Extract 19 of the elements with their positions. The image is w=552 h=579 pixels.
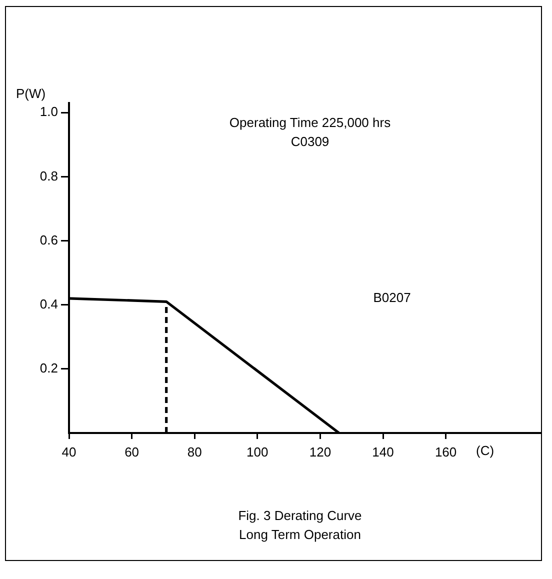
y-tick-label: 0.4	[40, 296, 58, 312]
annotation: B0207	[373, 290, 411, 305]
x-axis-title: (C)	[476, 443, 494, 458]
y-tick-label: 0.6	[40, 232, 58, 248]
annotation: C0309	[290, 134, 330, 149]
x-tick-label: 120	[309, 444, 332, 460]
x-tick-label: 140	[372, 444, 394, 460]
x-tick-label: 100	[246, 444, 268, 460]
text: Fig. 3 Derating Curve	[238, 508, 362, 523]
x-tick-label: 160	[434, 444, 457, 460]
x-tick-label: 80	[187, 444, 202, 460]
x-tick-label: 40	[62, 444, 76, 460]
annotation: Operating Time 225,000 hrs	[229, 115, 391, 130]
text: Long Term Operation	[239, 527, 361, 542]
y-tick-label: 0.8	[40, 168, 58, 184]
x-tick-label: 60	[124, 444, 140, 460]
y-tick-label: 1.0	[40, 104, 58, 120]
y-axis-title: P(W)	[16, 86, 46, 101]
y-tick-label: 0.2	[40, 360, 58, 376]
